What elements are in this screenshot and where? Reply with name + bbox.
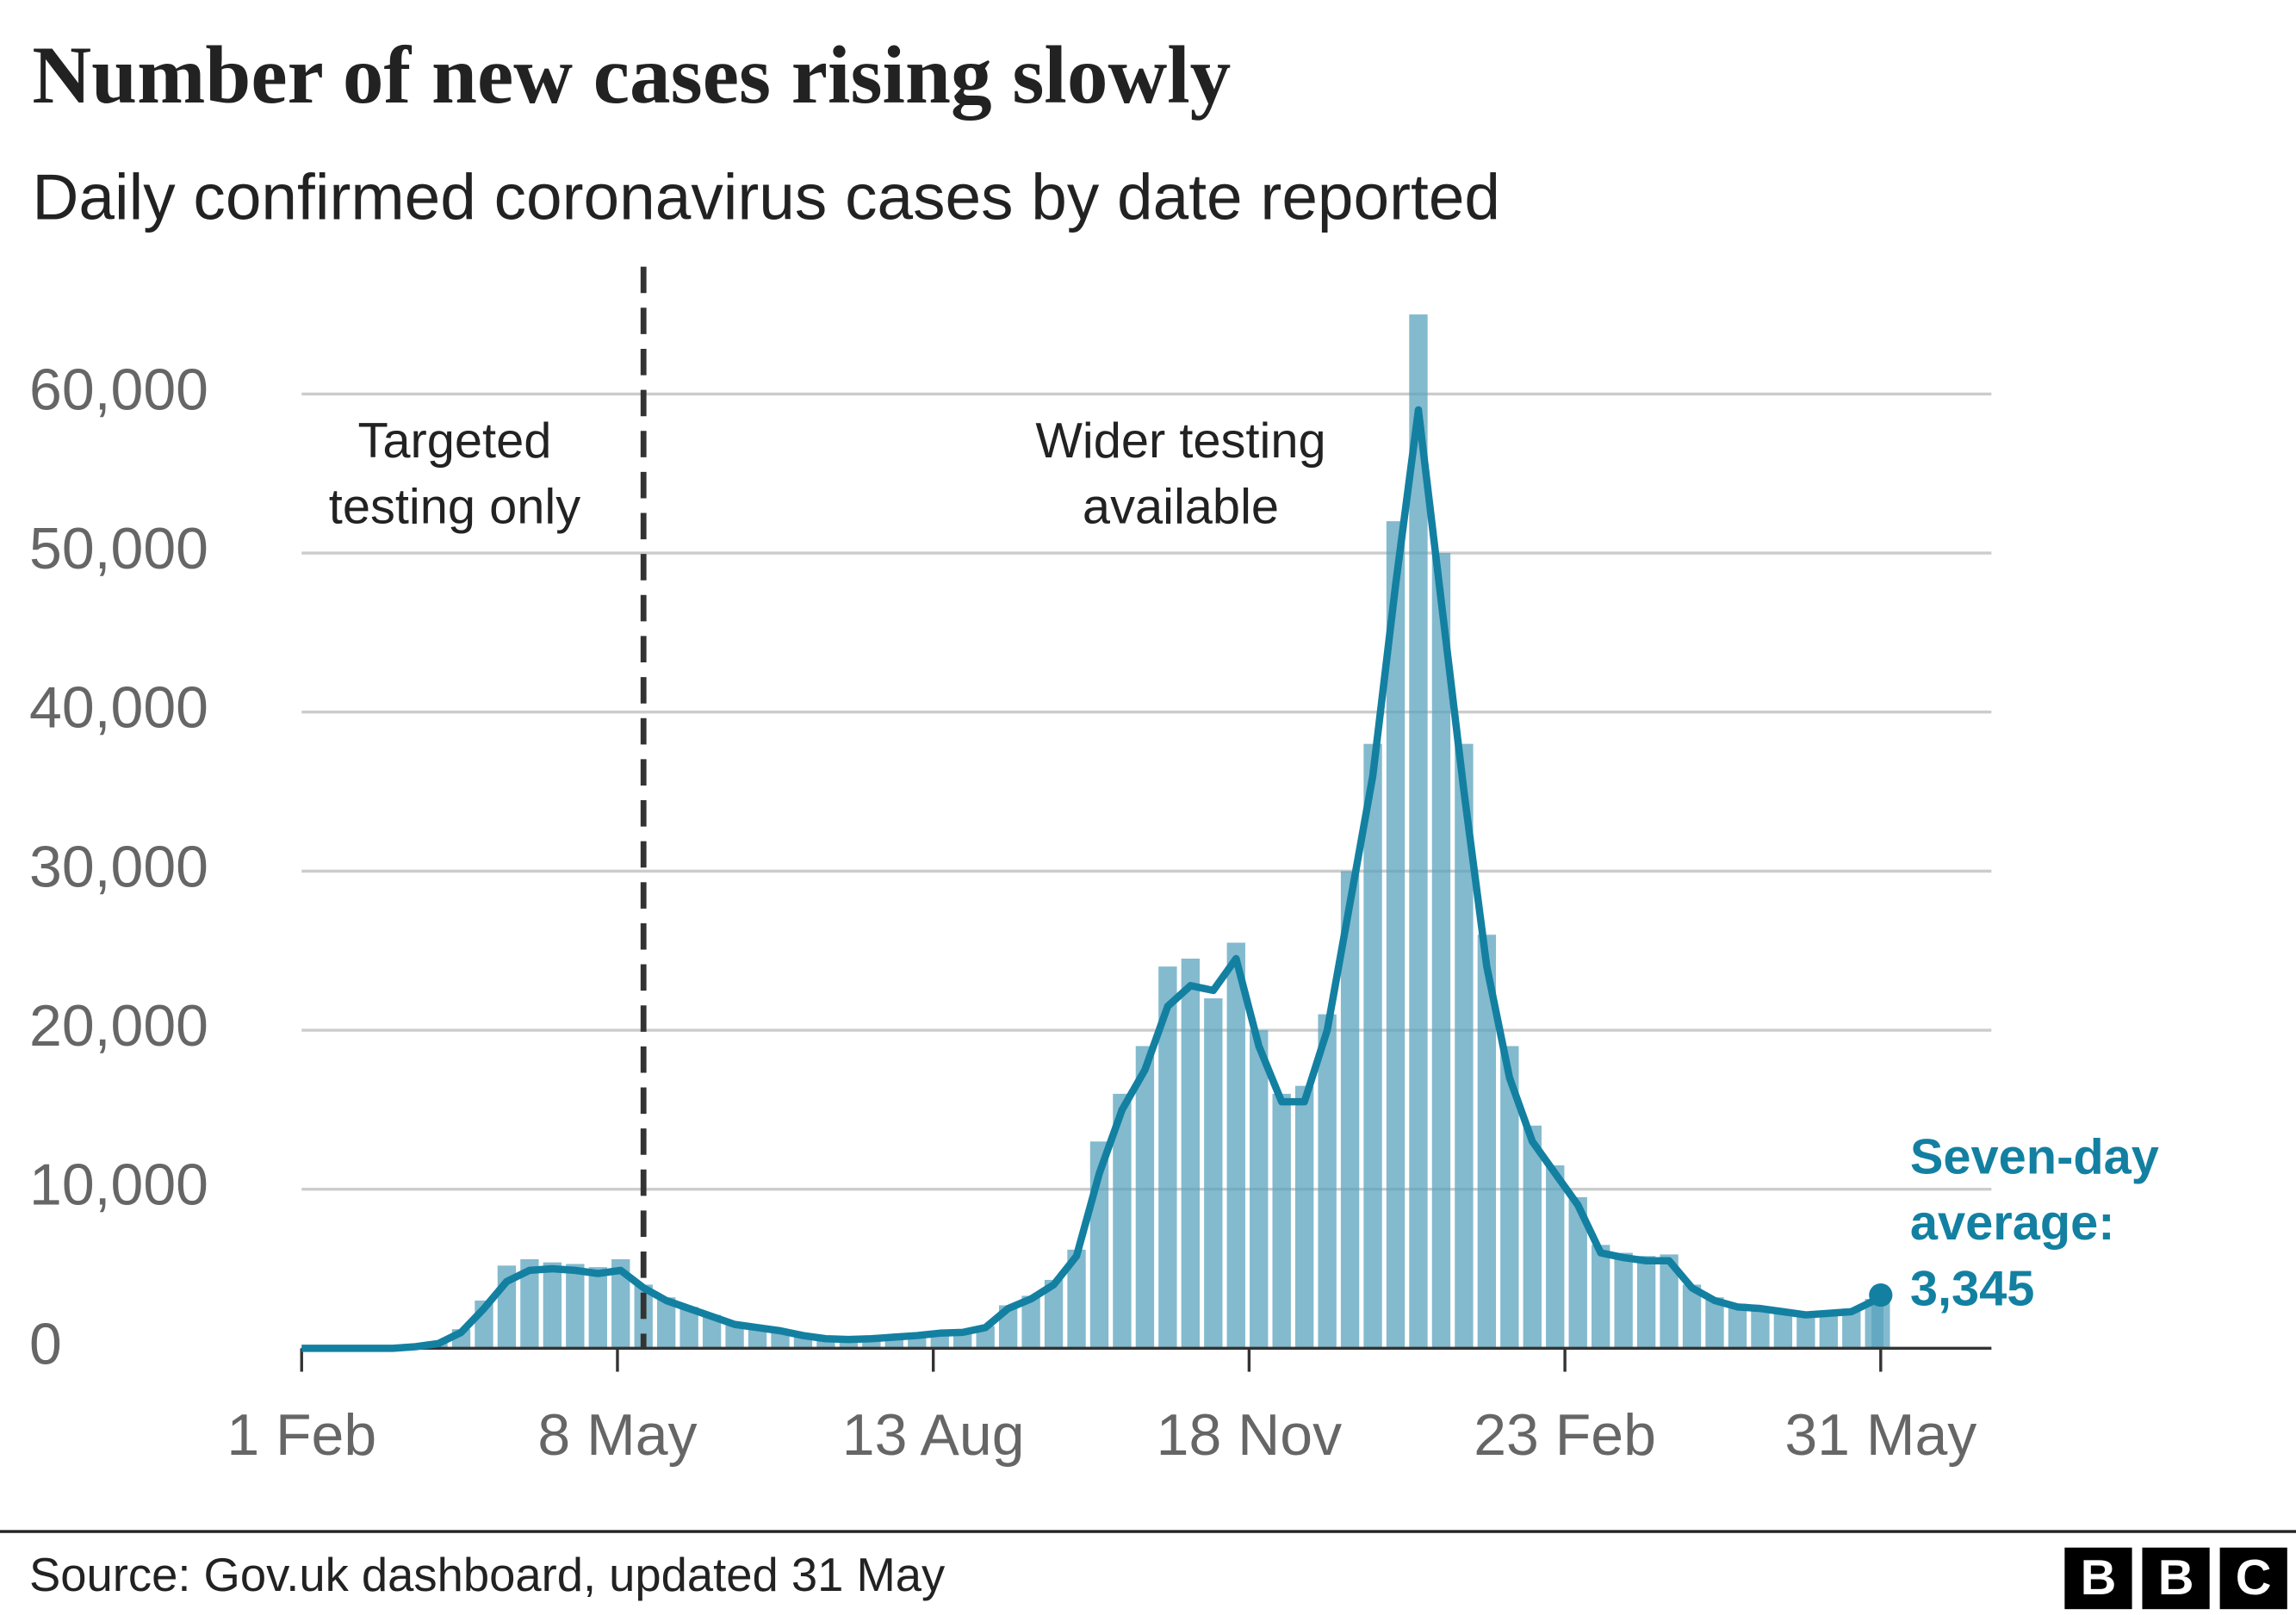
logo-box <box>2064 1547 2132 1610</box>
bar <box>1250 1030 1269 1349</box>
bar <box>1477 935 1497 1349</box>
annotation: testing only <box>329 479 580 534</box>
bar <box>1705 1297 1724 1349</box>
chart-subtitle: Daily confirmed coronavirus cases by dat… <box>32 161 1500 233</box>
bar <box>543 1262 562 1349</box>
bar <box>1636 1256 1656 1349</box>
bar <box>1431 553 1451 1349</box>
x-tick-label: 8 May <box>537 1402 697 1468</box>
end-dot <box>1869 1283 1893 1308</box>
y-tick-label: 40,000 <box>29 675 208 741</box>
bar <box>1363 743 1382 1349</box>
chart-title: Number of new cases rising slowly <box>32 29 1231 121</box>
y-tick-label: 10,000 <box>29 1152 208 1218</box>
bar <box>1592 1245 1610 1349</box>
bar <box>611 1258 630 1349</box>
bar <box>1842 1308 1861 1349</box>
bar <box>1021 1295 1040 1349</box>
bar <box>1546 1165 1565 1349</box>
bar <box>725 1322 744 1349</box>
bar <box>1272 1093 1291 1349</box>
annotation: Wider testing <box>1035 413 1325 469</box>
x-tick-label: 13 Aug <box>842 1402 1025 1468</box>
bar <box>588 1267 607 1349</box>
bar <box>1568 1196 1587 1349</box>
y-tick-label: 60,000 <box>29 357 208 422</box>
bar <box>1226 942 1245 1349</box>
bar <box>1294 1085 1314 1349</box>
average-label: Seven-day <box>1910 1129 2159 1184</box>
y-tick-label: 20,000 <box>29 993 208 1059</box>
bar <box>1455 743 1474 1349</box>
x-tick-label: 1 Feb <box>226 1402 376 1468</box>
bar <box>1158 966 1177 1349</box>
bar <box>1796 1313 1815 1349</box>
bar <box>1318 1014 1337 1349</box>
value-label: 3,345 <box>1910 1261 2035 1316</box>
bar <box>1340 871 1360 1349</box>
bar <box>1181 958 1201 1349</box>
bar <box>656 1297 676 1349</box>
bar <box>1067 1249 1086 1349</box>
bar <box>1819 1311 1839 1349</box>
average-label: average: <box>1910 1196 2115 1251</box>
bar <box>1728 1303 1747 1349</box>
annotation: Targeted <box>357 413 551 469</box>
logo-letter: B <box>2081 1550 2117 1606</box>
x-tick-label: 18 Nov <box>1157 1402 1342 1468</box>
annotation: available <box>1083 479 1279 534</box>
bar <box>839 1339 859 1349</box>
bar <box>702 1314 722 1349</box>
bar <box>1500 1046 1519 1349</box>
bars <box>406 314 1890 1349</box>
logo-letter: B <box>2158 1550 2194 1606</box>
bar <box>1386 521 1406 1349</box>
source: Source: Gov.uk dashboard, updated 31 May <box>29 1549 946 1601</box>
bar <box>1660 1254 1679 1349</box>
y-tick-label: 0 <box>29 1311 62 1376</box>
bar <box>679 1307 698 1349</box>
bar <box>1113 1093 1132 1349</box>
bar <box>1409 314 1428 1349</box>
bar <box>1682 1284 1702 1349</box>
x-tick-label: 31 May <box>1784 1402 1976 1468</box>
y-tick-label: 30,000 <box>29 834 208 899</box>
bar <box>520 1258 539 1349</box>
bar <box>1135 1046 1155 1349</box>
bar <box>1871 1294 1890 1349</box>
bar <box>566 1264 585 1349</box>
logo-box <box>2142 1547 2210 1610</box>
logo-letter: C <box>2236 1550 2272 1606</box>
y-tick-label: 50,000 <box>29 516 208 581</box>
x-tick-label: 23 Feb <box>1474 1402 1656 1468</box>
bar <box>1614 1252 1633 1349</box>
bar <box>1751 1307 1770 1349</box>
logo-box <box>2219 1547 2287 1610</box>
average-line <box>301 406 1883 1352</box>
bar <box>1773 1310 1793 1349</box>
bar <box>1523 1125 1542 1349</box>
bar <box>1044 1279 1064 1349</box>
bar <box>1204 998 1223 1349</box>
